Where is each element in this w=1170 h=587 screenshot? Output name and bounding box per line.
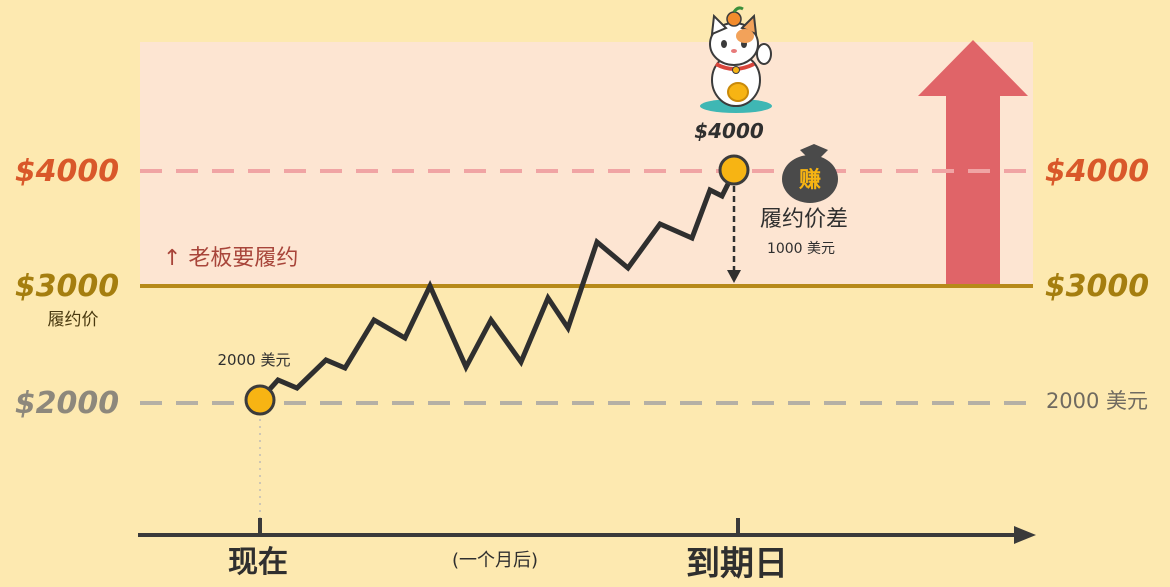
right-label-3000: $3000 xyxy=(1045,269,1149,304)
end-price-label: $4000 xyxy=(694,119,764,143)
left-label-strike: 履约价 xyxy=(48,310,99,330)
left-label-3000: $3000 xyxy=(15,269,119,304)
timeline-mid: (一个月后) xyxy=(452,550,538,571)
right-label-4000: $4000 xyxy=(1045,154,1149,189)
profit-zone xyxy=(140,42,1033,286)
end-price-dot xyxy=(718,154,750,186)
earn-badge: 赚 xyxy=(799,167,821,193)
left-label-4000: $4000 xyxy=(15,154,119,189)
lucky-cat-icon xyxy=(700,6,772,113)
spread-title: 履约价差 xyxy=(760,207,848,232)
time-axis-arrowhead xyxy=(1014,526,1036,544)
start-price-dot xyxy=(244,384,276,416)
timeline-expiry: 到期日 xyxy=(686,544,788,584)
spread-arrowhead xyxy=(727,270,741,283)
spread-value: 1000 美元 xyxy=(767,241,835,257)
must-perform-label: ↑ 老板要履约 xyxy=(163,246,298,271)
money-bag-icon xyxy=(782,144,838,203)
left-label-2000: $2000 xyxy=(15,386,119,421)
price-path xyxy=(258,170,737,402)
timeline-now: 现在 xyxy=(228,545,288,580)
start-price-label: 2000 美元 xyxy=(218,351,291,369)
up-arrow-icon xyxy=(918,40,1028,286)
right-label-2000: 2000 美元 xyxy=(1046,389,1148,413)
